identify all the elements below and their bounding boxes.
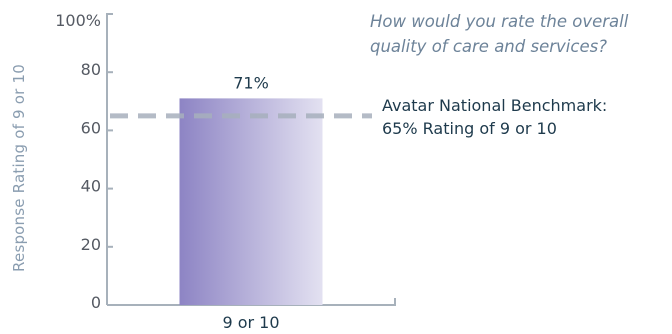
y-tick-label: 60 (81, 118, 101, 137)
benchmark-label-line-2: 65% Rating of 9 or 10 (382, 119, 557, 138)
question-line-1: How would you rate the overall (370, 12, 629, 31)
benchmark-label-line-1: Avatar National Benchmark: (382, 96, 607, 115)
y-tick-label: 100% (55, 11, 101, 30)
y-axis (106, 13, 113, 305)
y-tick-label: 0 (91, 293, 101, 312)
bars: 71% 9 or 10 (179, 73, 323, 332)
bar-9-or-10 (179, 98, 323, 305)
y-tick-label: 80 (81, 60, 101, 79)
y-axis-label: Response Rating of 9 or 10 (10, 64, 28, 272)
question-line-2: quality of care and services? (370, 37, 607, 56)
bar-data-label: 71% (233, 73, 269, 92)
x-category-label: 9 or 10 (222, 313, 279, 332)
y-tick-label: 20 (81, 235, 101, 254)
y-tick-label: 40 (81, 177, 101, 196)
y-ticks: 0 20 40 60 80 100% (55, 11, 113, 312)
